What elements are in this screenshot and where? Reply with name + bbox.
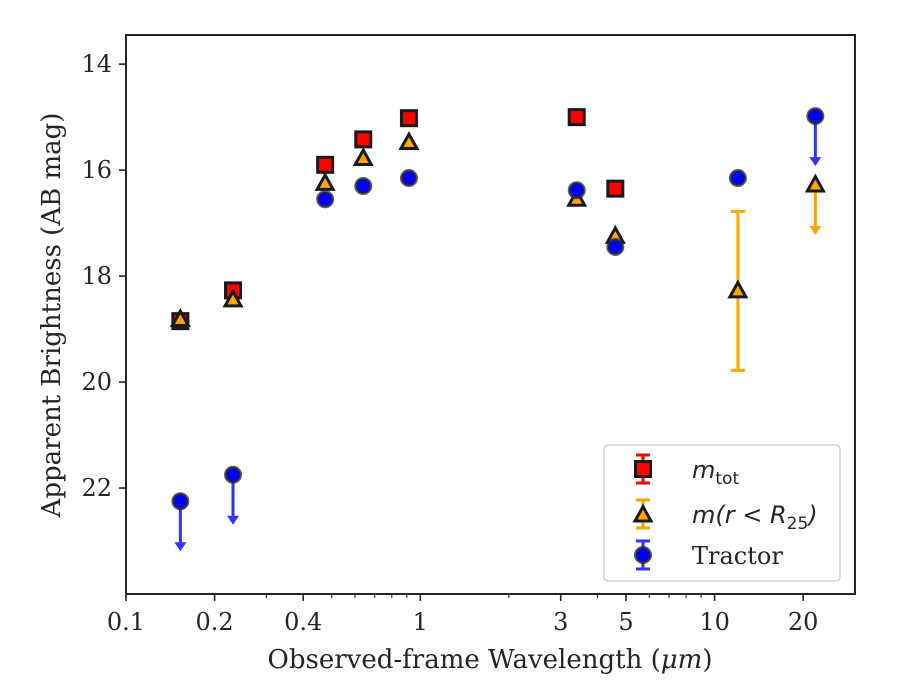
x-tick-label: 3 xyxy=(553,608,568,636)
data-point-m-tot xyxy=(316,155,335,174)
data-marks xyxy=(169,107,826,552)
data-point-tractor xyxy=(399,169,418,188)
data-point-tractor xyxy=(354,177,373,196)
legend-label: mtot xyxy=(692,456,739,489)
data-point-tractor xyxy=(806,107,825,126)
data-point-m-r25 xyxy=(727,279,749,299)
legend-marker-triangle xyxy=(632,503,654,523)
legend-label: Tractor xyxy=(692,542,783,570)
data-point-m-r25 xyxy=(352,146,374,166)
legend: mtot m(r < R25) Tractor xyxy=(603,444,841,582)
data-point-m-r25 xyxy=(398,131,420,151)
y-tick-label: 18 xyxy=(81,262,112,290)
data-point-m-tot xyxy=(606,179,625,198)
y-axis-label: Apparent Brightness (AB mag) xyxy=(37,113,67,519)
data-point-m-tot xyxy=(354,130,373,149)
data-point-tractor xyxy=(728,169,747,188)
y-tick-label: 16 xyxy=(81,156,112,184)
x-tick-label: 5 xyxy=(618,608,633,636)
x-tick-label: 0.2 xyxy=(196,608,234,636)
plot-frame xyxy=(125,34,856,595)
x-tick-label: 1 xyxy=(413,608,428,636)
y-tick-label: 14 xyxy=(81,50,112,78)
data-point-m-tot xyxy=(567,108,586,127)
legend-label: m(r < R25) xyxy=(692,501,818,534)
x-tick-label: 0.4 xyxy=(284,608,322,636)
data-point-tractor xyxy=(606,237,625,256)
y-tick-label: 20 xyxy=(81,368,112,396)
data-point-tractor xyxy=(171,492,190,511)
data-point-m-r25 xyxy=(804,173,826,193)
data-point-m-r25 xyxy=(222,288,244,308)
legend-box xyxy=(603,444,841,582)
data-point-m-r25 xyxy=(169,308,191,328)
data-point-m-tot xyxy=(399,109,418,128)
data-point-tractor xyxy=(316,190,335,209)
legend-marker-circle xyxy=(634,546,652,564)
x-tick-label: 20 xyxy=(788,608,819,636)
data-point-m-r25 xyxy=(314,171,336,191)
x-tick-label: 10 xyxy=(699,608,730,636)
y-tick-label: 22 xyxy=(81,474,112,502)
x-tick-label: 0.1 xyxy=(107,608,145,636)
data-point-tractor xyxy=(224,465,243,484)
data-point-tractor xyxy=(567,181,586,200)
legend-marker-square xyxy=(634,460,652,478)
axis-ticks: 0.1 0.2 0.4 1 3 5 10 20 14 16 18 20 22 xyxy=(81,50,818,636)
x-axis-label: Observed-frame Wavelength (μm) xyxy=(268,645,713,675)
